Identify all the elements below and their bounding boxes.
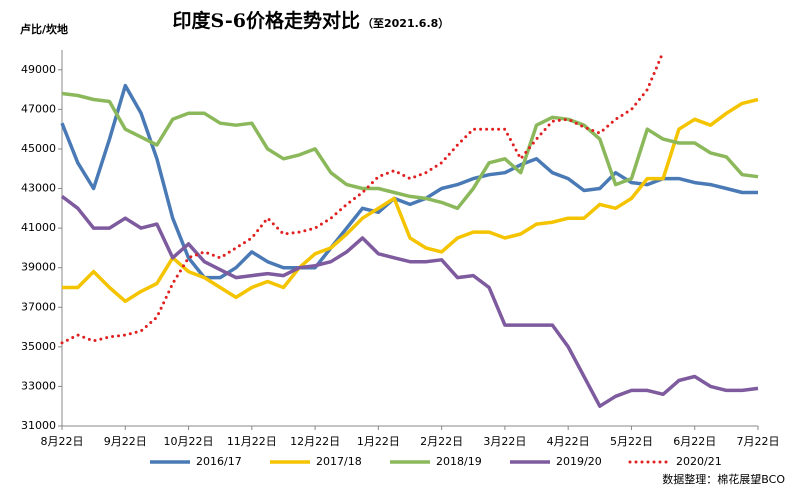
x-tick-label: 1月22日	[357, 435, 400, 448]
x-tick-label: 2月22日	[420, 435, 463, 448]
x-tick-label: 12月22日	[290, 435, 340, 448]
series-line	[62, 97, 759, 304]
legend-label: 2016/17	[196, 455, 242, 468]
x-tick-label: 8月22日	[41, 435, 84, 448]
chart-subtitle: （至2021.6.8）	[362, 17, 449, 30]
y-tick-label: 33000	[21, 379, 56, 392]
y-tick-label: 49000	[21, 63, 56, 76]
x-tick-label: 7月22日	[737, 435, 780, 448]
x-tick-label: 10月22日	[164, 435, 214, 448]
y-tick-label: 35000	[21, 340, 56, 353]
x-tick-label: 11月22日	[227, 435, 277, 448]
legend-label: 2019/20	[556, 455, 602, 468]
x-tick-label: 6月22日	[673, 435, 716, 448]
y-tick-label: 37000	[21, 300, 56, 313]
source: 数据整理：棉花展望BCO	[662, 472, 785, 486]
series-line	[61, 91, 759, 211]
series-line	[60, 195, 759, 408]
y-axis-label: 卢比/坎地	[20, 22, 68, 36]
y-tick-label: 47000	[21, 102, 56, 115]
chart-title: 印度S-6价格走势对比	[172, 9, 360, 32]
y-tick-label: 39000	[21, 261, 56, 274]
x-tick-label: 5月22日	[610, 435, 653, 448]
y-tick-label: 31000	[21, 419, 56, 432]
legend-label: 2017/18	[316, 455, 362, 468]
x-tick-label: 3月22日	[483, 435, 526, 448]
legend-label: 2018/19	[436, 455, 482, 468]
x-tick-label: 9月22日	[104, 435, 147, 448]
x-tick-label: 4月22日	[547, 435, 590, 448]
y-tick-label: 41000	[21, 221, 56, 234]
y-tick-label: 45000	[21, 142, 56, 155]
y-tick-label: 43000	[21, 182, 56, 195]
legend-label: 2020/21	[676, 455, 722, 468]
